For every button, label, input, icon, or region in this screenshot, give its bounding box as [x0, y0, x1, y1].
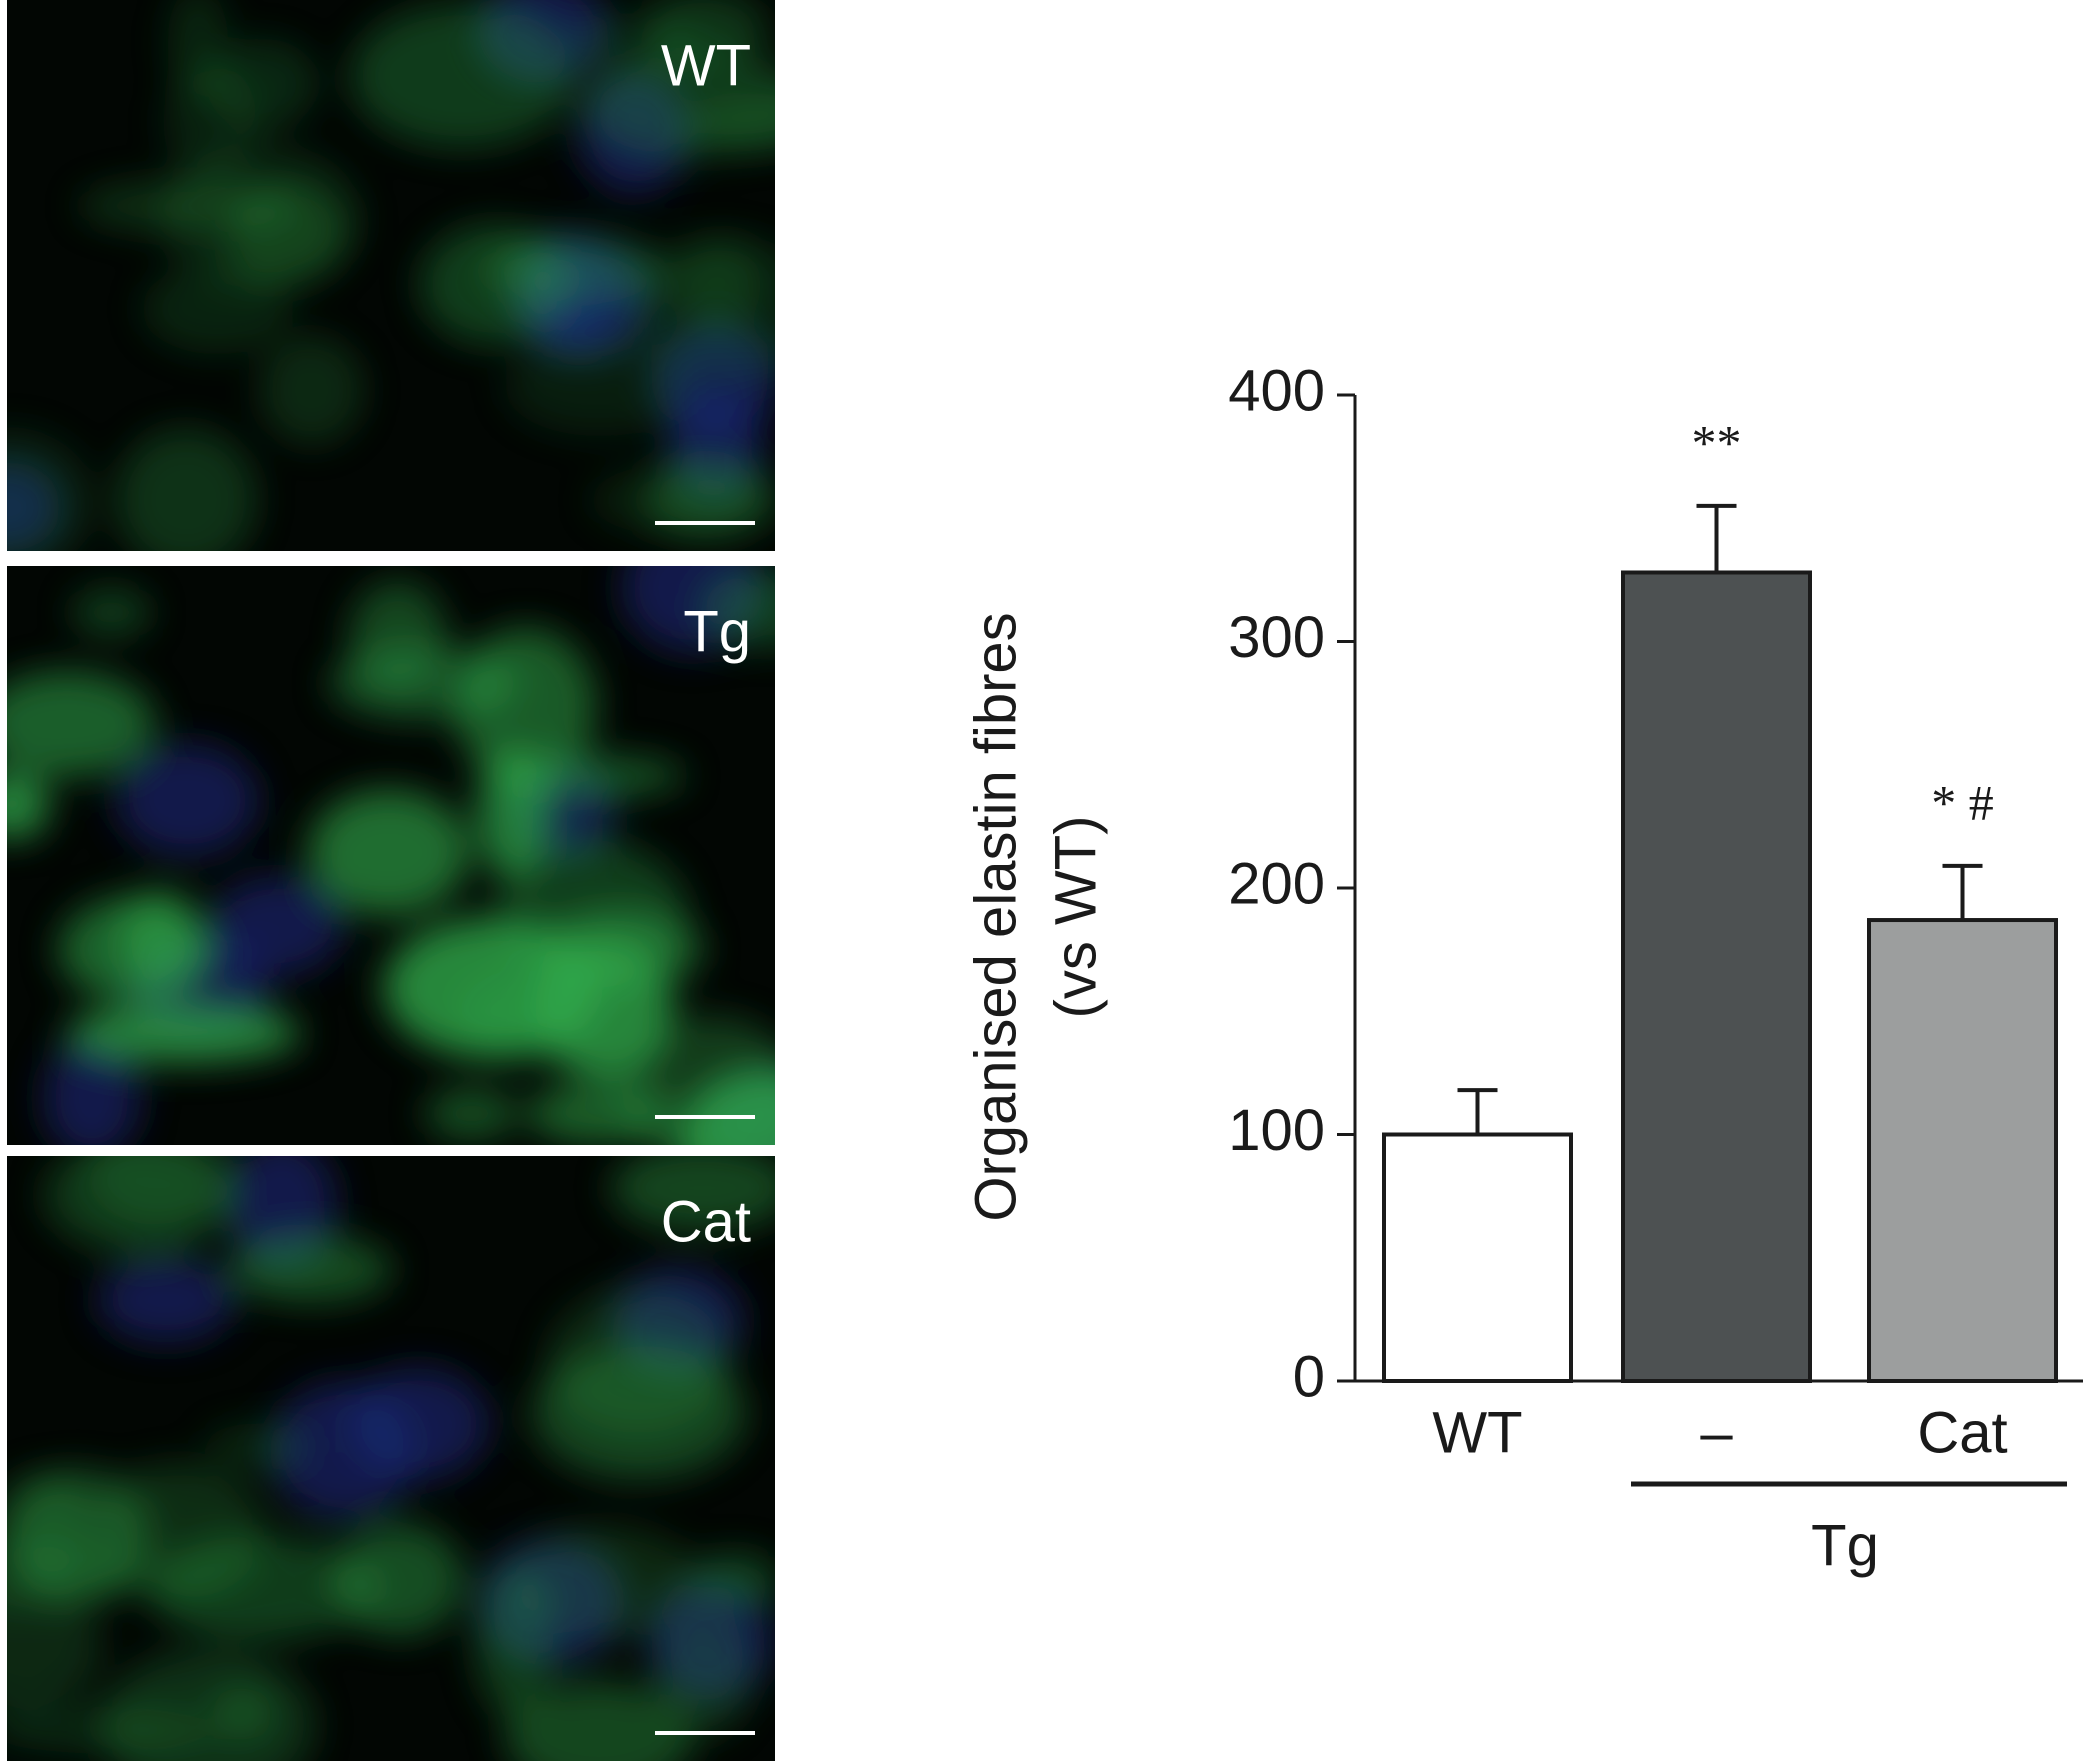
- fluorescence: [71, 587, 152, 638]
- fluorescence: [43, 1156, 234, 1255]
- fluorescence: [657, 1612, 752, 1739]
- y-tick-label: 200: [1228, 851, 1325, 916]
- fluorescence: [307, 789, 470, 916]
- fluorescence: [424, 1085, 519, 1142]
- nucleus: [97, 1256, 235, 1344]
- nucleus: [347, 1367, 490, 1481]
- bar: [1382, 1132, 1573, 1383]
- fluorescence: [162, 68, 261, 177]
- fluorescence: [99, 1647, 317, 1761]
- y-tick-label: 300: [1228, 605, 1325, 670]
- y-tick-label: 0: [1293, 1344, 1325, 1409]
- panel-label: Cat: [661, 1189, 751, 1254]
- fluorescence: [581, 49, 775, 158]
- micrograph: Cat: [7, 1156, 775, 1761]
- fluorescence: [7, 1582, 103, 1713]
- fluorescence: [454, 627, 597, 787]
- micrograph: WT: [7, 0, 775, 551]
- y-tick-label: 100: [1228, 1098, 1325, 1163]
- fluorescence: [504, 1681, 693, 1761]
- fluorescence: [57, 895, 212, 1004]
- significance-label: **: [1692, 414, 1742, 470]
- fluorescence: [588, 463, 775, 537]
- panel-label: Tg: [683, 599, 751, 664]
- panel-label: WT: [661, 33, 751, 98]
- nucleus: [115, 743, 259, 858]
- fluorescence: [227, 1235, 394, 1304]
- fluorescence: [77, 178, 299, 234]
- fluorescence: [7, 771, 50, 840]
- significance-label: * #: [1931, 774, 1994, 830]
- bar-chart: 0 100 200 300 400 Organised elastin fibres (vs…: [963, 358, 2083, 1578]
- fluorescence: [204, 1423, 306, 1471]
- fluorescence: [334, 1522, 465, 1637]
- y-axis-label: (vs WT): [1043, 816, 1108, 1019]
- bar: [1867, 918, 2058, 1383]
- x-tick-label: WT: [1432, 1400, 1522, 1465]
- fluorescence: [703, 570, 775, 649]
- image-panels: WT Tg Cat: [7, 0, 775, 1761]
- fluorescence: [66, 1004, 302, 1063]
- fluorescence: [484, 235, 669, 304]
- bar: [1621, 570, 1812, 1383]
- micrograph-content: [7, 566, 775, 1145]
- micrograph-content: [7, 0, 775, 551]
- fluorescence: [671, 239, 762, 329]
- micrograph-content: [7, 1156, 775, 1761]
- fluorescence: [531, 1345, 747, 1481]
- y-tick-label: 400: [1228, 358, 1325, 423]
- fluorescence: [474, 1567, 554, 1718]
- group-label: Tg: [1811, 1513, 1879, 1578]
- x-tick-label: Cat: [1917, 1400, 2007, 1465]
- fluorescence: [508, 1525, 701, 1637]
- fluorescence: [7, 427, 97, 551]
- fluorescence: [259, 335, 365, 446]
- fluorescence: [610, 1156, 775, 1233]
- fluorescence: [688, 1552, 775, 1607]
- x-tick-label: –: [1700, 1400, 1733, 1465]
- nucleus: [209, 875, 344, 976]
- fluorescence: [7, 670, 156, 778]
- fluorescence: [383, 917, 603, 1059]
- y-axis-label: Organised elastin fibres: [963, 612, 1028, 1221]
- fluorescence: [503, 336, 693, 436]
- nucleus: [42, 1037, 141, 1145]
- fluorescence: [114, 427, 258, 551]
- fluorescence: [348, 580, 447, 693]
- micrograph: Tg: [7, 566, 775, 1145]
- fluorescence: [349, 2, 576, 149]
- fluorescence: [7, 1468, 151, 1606]
